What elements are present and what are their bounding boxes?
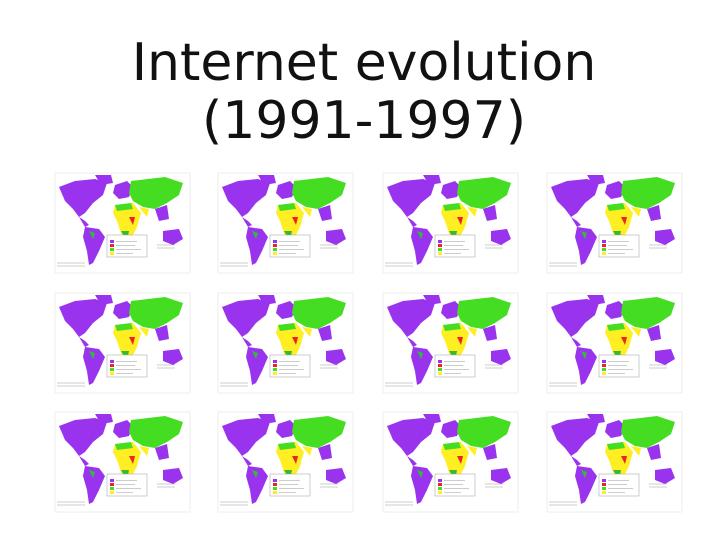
map-thumbnail bbox=[54, 172, 191, 274]
slide-title: Internet evolution bbox=[131, 33, 597, 93]
map-thumbnail bbox=[546, 411, 683, 513]
map-thumbnail bbox=[546, 172, 683, 274]
map-thumbnail bbox=[217, 411, 354, 513]
slide-title: (1991-1997) bbox=[201, 91, 526, 151]
map-thumbnail bbox=[54, 411, 191, 513]
map-thumbnail bbox=[54, 292, 191, 394]
map-thumbnail bbox=[382, 172, 519, 274]
map-thumbnail bbox=[382, 411, 519, 513]
map-thumbnail bbox=[546, 292, 683, 394]
map-thumbnail bbox=[217, 172, 354, 274]
map-thumbnail bbox=[217, 292, 354, 394]
map-thumbnail bbox=[382, 292, 519, 394]
